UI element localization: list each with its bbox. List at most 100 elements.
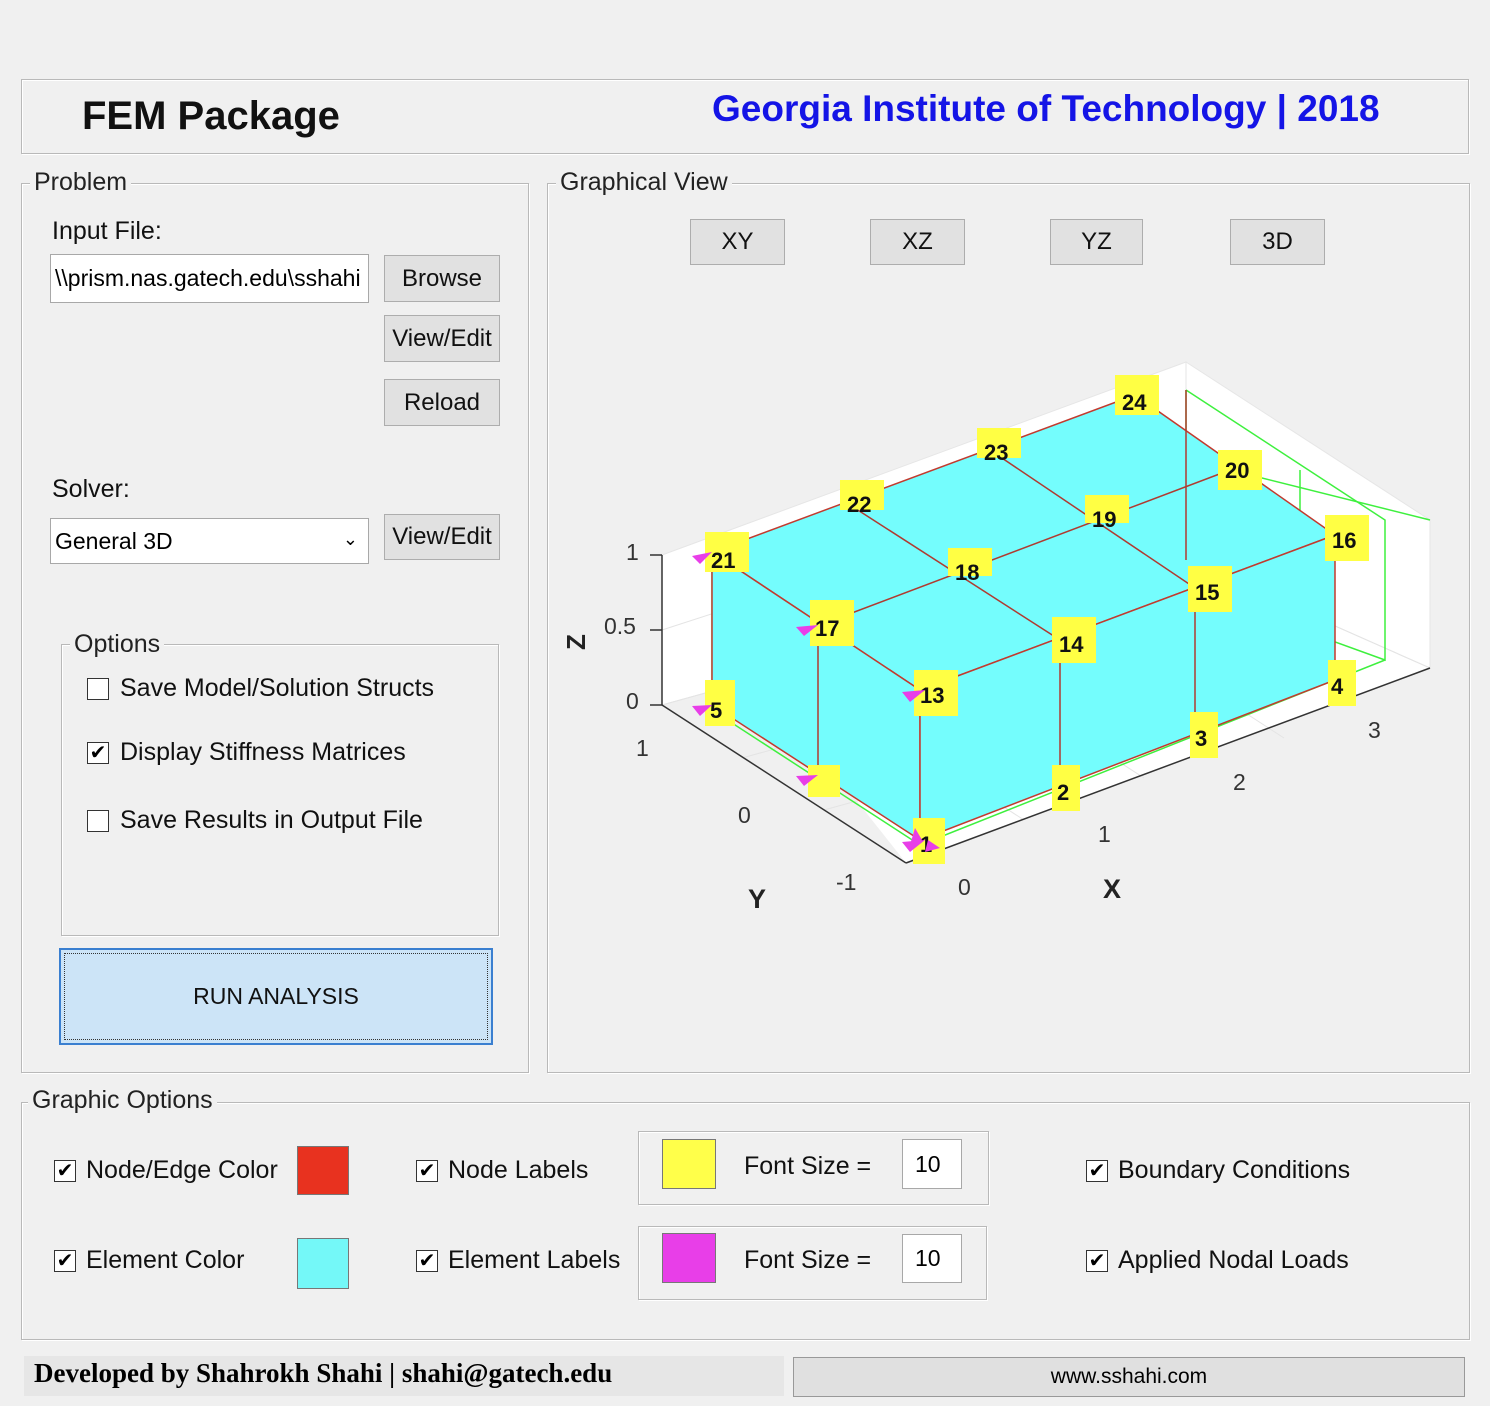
applied-loads-label: Applied Nodal Loads	[1118, 1246, 1349, 1274]
problem-panel	[21, 183, 529, 1073]
options-legend: Options	[70, 630, 165, 659]
node-labels-label: Node Labels	[448, 1156, 589, 1184]
element-labels-label: Element Labels	[448, 1246, 621, 1274]
svg-text:20: 20	[1225, 458, 1249, 483]
save-structs-checkbox[interactable]	[87, 678, 109, 700]
z-tick-05: 0.5	[604, 613, 636, 639]
node-label-style-box	[638, 1131, 989, 1205]
node-label-19: 19	[1085, 495, 1129, 532]
boundary-conditions-checkbox[interactable]: ✔	[1086, 1160, 1108, 1182]
svg-text:3: 3	[1195, 726, 1207, 751]
display-stiffness-checkbox[interactable]: ✔	[87, 742, 109, 764]
solver-value: General 3D	[55, 527, 173, 554]
node-label-2: 2	[1052, 765, 1080, 811]
x-tick-0: 0	[958, 874, 971, 900]
node-label-box-9	[808, 765, 840, 797]
node-label-23: 23	[977, 428, 1021, 465]
svg-text:14: 14	[1059, 632, 1084, 657]
node-label-16: 16	[1325, 515, 1369, 561]
graphical-view-legend: Graphical View	[556, 168, 732, 197]
chevron-down-icon: ⌄	[342, 529, 358, 549]
y-tick-neg1: -1	[836, 869, 856, 895]
node-label-color-swatch[interactable]	[662, 1139, 716, 1189]
header-panel	[21, 79, 1469, 154]
website-link[interactable]: www.sshahi.com	[793, 1357, 1465, 1397]
graphical-view-panel	[547, 183, 1470, 1073]
node-labels-checkbox[interactable]: ✔	[416, 1160, 438, 1182]
save-structs-label: Save Model/Solution Structs	[120, 674, 435, 702]
save-results-label: Save Results in Output File	[120, 806, 423, 834]
node-label-24: 24	[1115, 375, 1159, 415]
app-title: FEM Package	[82, 94, 340, 138]
node-label-22: 22	[840, 480, 884, 517]
reload-button[interactable]: Reload	[384, 379, 500, 426]
browse-button[interactable]: Browse	[384, 255, 500, 302]
svg-text:16: 16	[1332, 528, 1356, 553]
fem-3d-plot[interactable]: 1 0.5 0 Z 1 0 -1 Y 0 1 2 3 X 24 23 20 22…	[548, 280, 1468, 960]
problem-legend: Problem	[30, 168, 132, 197]
svg-text:19: 19	[1092, 507, 1116, 532]
node-label-18: 18	[948, 548, 992, 585]
node-edge-color-checkbox[interactable]: ✔	[54, 1160, 76, 1182]
solver-select[interactable]: General 3D ⌄	[50, 518, 369, 564]
node-label-14: 14	[1052, 617, 1096, 663]
view-edit-input-button[interactable]: View/Edit	[384, 315, 500, 362]
run-analysis-button[interactable]: RUN ANALYSIS	[59, 948, 493, 1045]
node-font-size-label: Font Size =	[744, 1152, 872, 1180]
view-edit-solver-button[interactable]: View/Edit	[384, 514, 500, 560]
graphic-options-panel	[21, 1102, 1470, 1340]
y-tick-0: 0	[738, 802, 751, 828]
element-color-checkbox[interactable]: ✔	[54, 1250, 76, 1272]
svg-text:22: 22	[847, 492, 871, 517]
view-3d-button[interactable]: 3D	[1230, 219, 1325, 265]
graphic-options-legend: Graphic Options	[28, 1086, 217, 1115]
boundary-condition-markers	[692, 552, 940, 852]
element-font-size-label: Font Size =	[744, 1246, 872, 1274]
svg-text:18: 18	[955, 560, 979, 585]
y-tick-1: 1	[636, 735, 649, 761]
node-label-4: 4	[1328, 660, 1356, 706]
input-file-field[interactable]	[50, 254, 369, 303]
node-font-size-input[interactable]	[902, 1139, 962, 1189]
x-tick-2: 2	[1233, 769, 1246, 795]
display-stiffness-label: Display Stiffness Matrices	[120, 738, 406, 766]
svg-text:13: 13	[920, 683, 944, 708]
boundary-conditions-label: Boundary Conditions	[1118, 1156, 1351, 1184]
svg-text:17: 17	[815, 616, 839, 641]
node-label-5: 5	[705, 680, 735, 726]
view-xy-button[interactable]: XY	[690, 219, 785, 265]
element-label-color-swatch[interactable]	[662, 1233, 716, 1283]
element-label-style-box	[638, 1226, 987, 1300]
node-edge-color-swatch[interactable]	[297, 1146, 349, 1195]
input-file-label: Input File:	[52, 217, 162, 245]
svg-text:4: 4	[1331, 674, 1344, 699]
solver-label: Solver:	[52, 475, 130, 503]
save-results-checkbox[interactable]	[87, 810, 109, 832]
node-edge-color-label: Node/Edge Color	[86, 1156, 278, 1184]
svg-text:24: 24	[1122, 390, 1147, 415]
x-tick-1: 1	[1098, 821, 1111, 847]
view-xz-button[interactable]: XZ	[870, 219, 965, 265]
z-tick-0: 0	[626, 688, 639, 714]
developer-credit: Developed by Shahrokh Shahi | shahi@gate…	[24, 1356, 784, 1396]
svg-text:5: 5	[710, 698, 722, 723]
svg-text:23: 23	[984, 440, 1008, 465]
z-tick-1: 1	[626, 539, 639, 565]
element-font-size-input[interactable]	[902, 1234, 962, 1283]
node-label-13: 13	[914, 670, 958, 716]
view-yz-button[interactable]: YZ	[1050, 219, 1143, 265]
x-axis-label: X	[1103, 874, 1121, 904]
institution-title: Georgia Institute of Technology | 2018	[712, 88, 1380, 129]
y-axis-label: Y	[748, 884, 766, 914]
svg-text:2: 2	[1057, 780, 1069, 805]
element-color-label: Element Color	[86, 1246, 245, 1274]
node-label-21: 21	[705, 532, 749, 573]
x-tick-3: 3	[1368, 717, 1381, 743]
options-panel	[61, 644, 499, 936]
svg-text:15: 15	[1195, 580, 1219, 605]
applied-loads-checkbox[interactable]: ✔	[1086, 1250, 1108, 1272]
element-labels-checkbox[interactable]: ✔	[416, 1250, 438, 1272]
node-label-20: 20	[1218, 450, 1262, 490]
node-label-15: 15	[1188, 566, 1232, 612]
element-color-swatch[interactable]	[297, 1238, 349, 1289]
